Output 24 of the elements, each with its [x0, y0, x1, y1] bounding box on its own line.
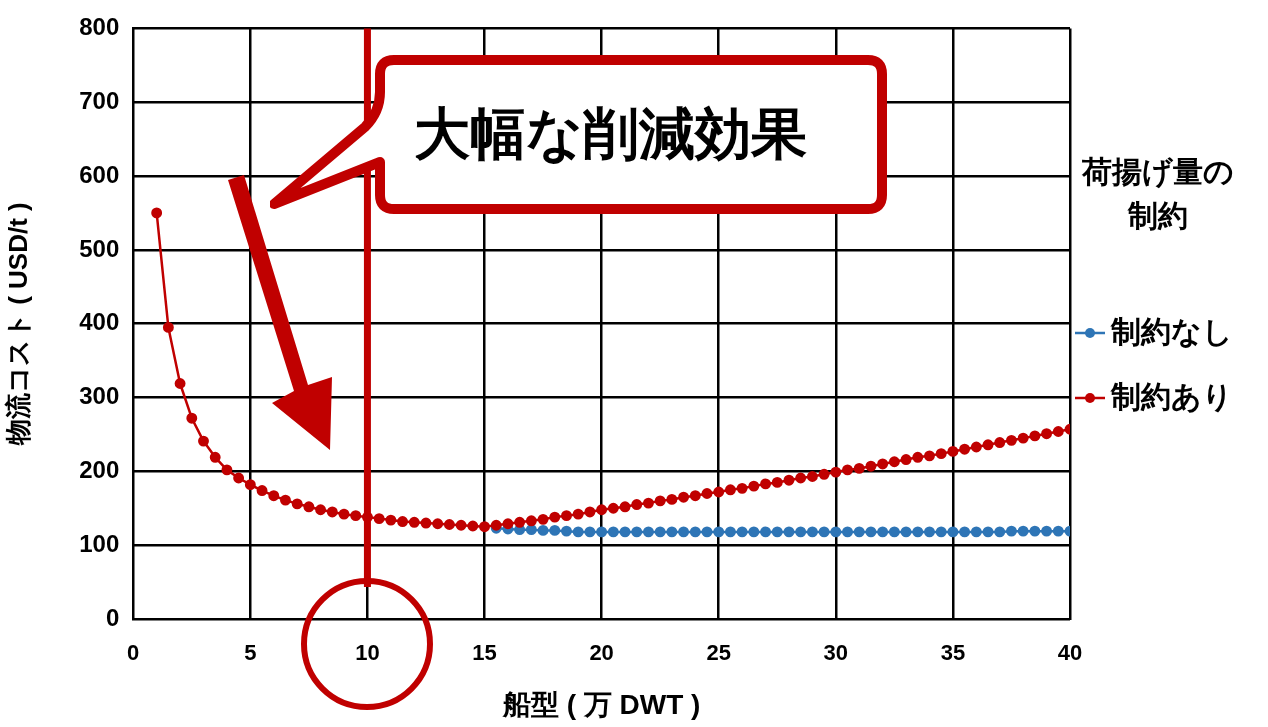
legend-label: 制約あり: [1111, 379, 1233, 415]
x-tick-label: 40: [1057, 640, 1083, 666]
x-tick-label: 35: [940, 640, 966, 666]
legend-title: 荷揚げ量の制約: [1080, 154, 1235, 234]
x-tick-label: 25: [706, 640, 731, 666]
y-tick-label: 500: [79, 234, 120, 262]
x-tick-label: 30: [823, 640, 849, 666]
y-tick-label: 100: [79, 529, 120, 557]
y-axis-title: 物流コスト ( USD/t ): [2, 202, 33, 447]
y-tick-label: 600: [79, 160, 120, 188]
x-tick-label: 0: [127, 640, 140, 666]
y-tick-label: 800: [79, 13, 120, 41]
x-tick-label: 15: [472, 640, 497, 666]
y-tick-label: 0: [105, 603, 120, 631]
x-tick-label: 10: [355, 640, 380, 666]
x-tick-label: 5: [244, 640, 257, 666]
x-tick-label: 20: [589, 640, 614, 666]
y-tick-label: 700: [79, 86, 120, 114]
annotation: 大幅な削減効果: [412, 101, 808, 167]
legend-label: 制約なし: [1111, 314, 1233, 350]
y-tick-label: 200: [79, 455, 120, 483]
x-axis-title: 船型 ( 万 DWT ): [501, 688, 701, 720]
y-tick-label: 400: [79, 308, 120, 336]
y-tick-label: 300: [79, 382, 120, 410]
